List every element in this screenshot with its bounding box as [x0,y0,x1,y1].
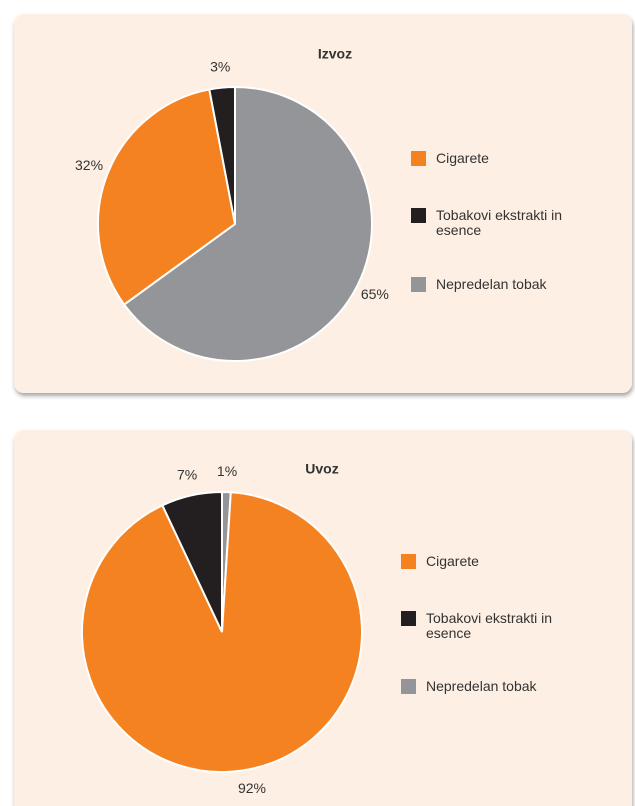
legend-swatch [411,277,426,292]
legend-swatch [401,554,416,569]
pie-slice [161,490,223,633]
legend-swatch [401,611,416,626]
pie-slice [97,88,237,306]
chart-title: Izvoz [318,46,352,62]
legend-item: Nepredelan tobak [401,679,556,694]
legend-label: Cigarete [436,150,489,166]
data-label: 1% [217,463,237,479]
pie-slice [122,85,373,362]
legend-item: Tobakovi ekstrakti in esence [401,611,556,641]
legend-item: Tobakovi ekstrakti in esence [411,208,566,238]
data-label: 32% [75,157,103,173]
data-label: 3% [210,58,230,74]
data-label: 92% [238,780,266,796]
legend-item: Nepredelan tobak [411,277,566,292]
legend-label: Cigarete [426,553,479,569]
legend-label: Nepredelan tobak [436,276,547,292]
legend-item: Cigarete [401,554,556,569]
legend-label: Tobakovi ekstrakti in esence [436,207,563,238]
legend-swatch [401,679,416,694]
pie-slice [208,85,236,225]
legend-label: Nepredelan tobak [426,678,537,694]
data-label: 65% [361,286,389,302]
legend-swatch [411,151,426,166]
legend-item: Cigarete [411,151,566,166]
data-label: 7% [177,467,197,483]
chart-title: Uvoz [305,461,338,477]
legend-swatch [411,208,426,223]
legend-label: Tobakovi ekstrakti in esence [426,610,553,641]
